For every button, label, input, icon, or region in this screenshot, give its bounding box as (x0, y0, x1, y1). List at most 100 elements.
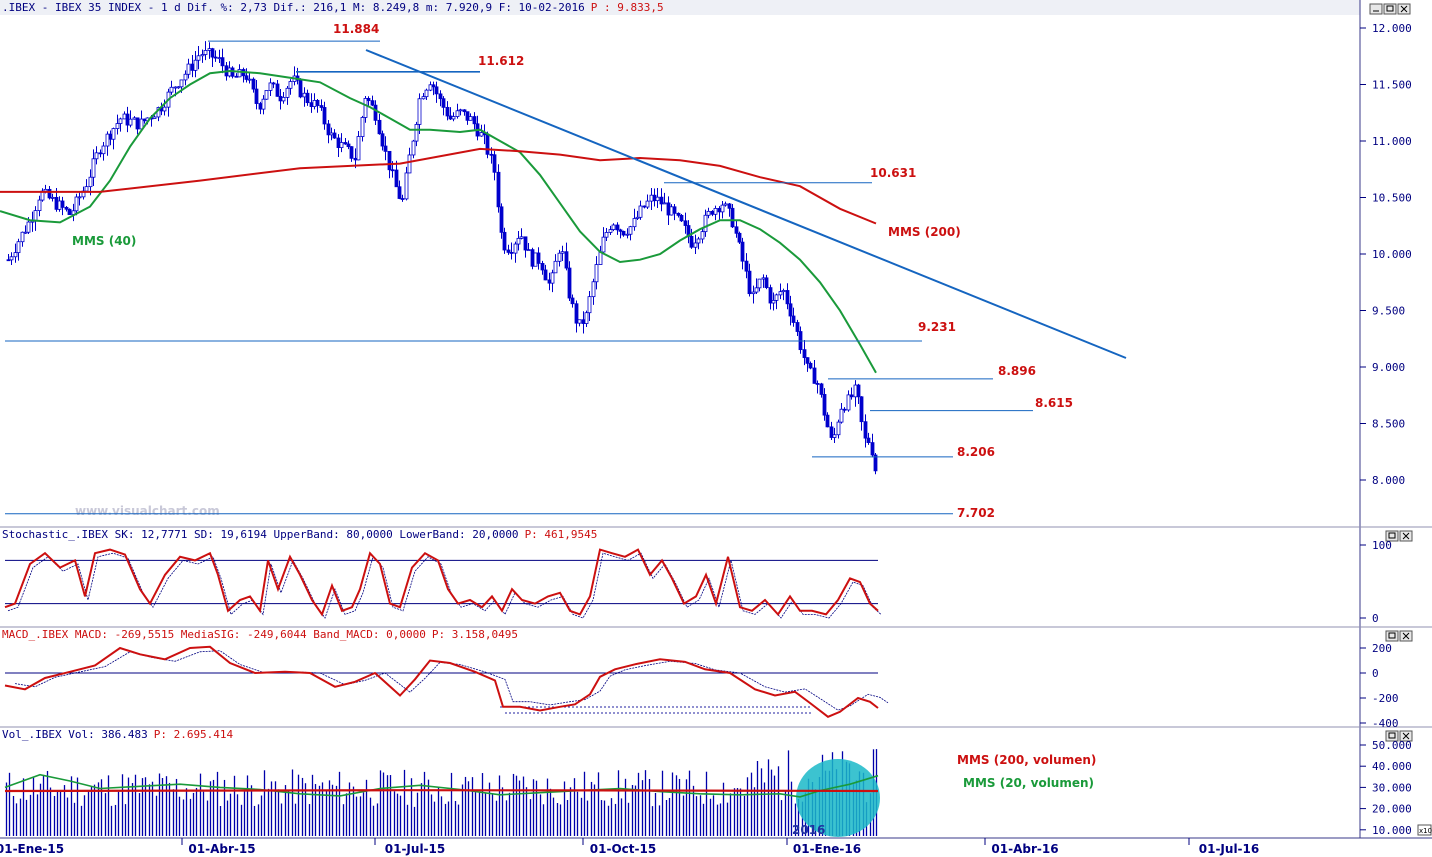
candle-body (196, 55, 201, 61)
candle-body (468, 116, 473, 121)
price-label: MMS (40) (72, 234, 136, 248)
candle-body (251, 78, 256, 90)
candle-body (822, 394, 827, 416)
candle-body (54, 196, 59, 210)
candle-body (829, 426, 834, 438)
candle-body (533, 252, 538, 267)
candle-body (710, 210, 715, 215)
candle-body (414, 124, 419, 142)
candle-body (581, 319, 586, 324)
candle-body (791, 315, 796, 323)
stoch-tick-label: 100 (1372, 539, 1392, 552)
candle-body (706, 210, 711, 216)
price-panel-controls[interactable] (1369, 3, 1411, 15)
macd-panel (4, 645, 889, 718)
candle-body (805, 357, 810, 364)
candle-body (730, 207, 735, 228)
price-label: 11.612 (478, 54, 524, 68)
candle-body (584, 312, 589, 324)
moving-averages (0, 69, 877, 374)
macd-tick-label: 200 (1372, 642, 1392, 655)
candle-body (207, 48, 212, 51)
candle-body (526, 249, 531, 252)
candle-body (666, 202, 671, 216)
candle-body (781, 290, 786, 293)
candle-body (672, 206, 677, 214)
candle-body (315, 100, 320, 106)
vol-tick-label: 10.000 (1372, 824, 1412, 837)
candle-body (662, 202, 667, 205)
price-tick-label: 11.000 (1372, 135, 1412, 148)
candle-body (302, 92, 307, 98)
candle-body (611, 224, 616, 230)
volume-label: 2016 (792, 823, 825, 837)
macd-panel-controls[interactable] (1385, 630, 1413, 642)
vol-panel-controls[interactable] (1385, 730, 1413, 742)
candle-body (700, 231, 705, 240)
candle-body (390, 169, 395, 172)
candle-body (377, 119, 382, 135)
watermark: www.visualchart.com (75, 504, 220, 518)
candle-body (713, 208, 718, 215)
vol-tick-label: 30.000 (1372, 781, 1412, 794)
candle-body (363, 98, 368, 118)
stoch-header-p: P: 461,9545 (525, 528, 598, 541)
macd-header-p: P: 3.158,0495 (432, 628, 518, 641)
candle-body (309, 102, 314, 107)
price-candles (6, 41, 878, 475)
candle-body (278, 95, 283, 102)
candle-body (587, 296, 592, 314)
candle-body (768, 287, 773, 304)
candle-body (237, 69, 242, 78)
candle-body (275, 83, 280, 97)
candle-body (740, 241, 745, 262)
candle-body (6, 259, 11, 262)
candle-body (200, 54, 205, 57)
stoch-panel-controls[interactable] (1385, 530, 1413, 542)
candle-body (870, 442, 875, 456)
candle-body (135, 117, 140, 130)
candle-body (849, 394, 854, 398)
candle-body (356, 136, 361, 161)
candle-body (60, 200, 65, 208)
candle-body (288, 81, 293, 89)
candle-body (540, 263, 545, 271)
candle-body (37, 199, 42, 212)
candle-body (723, 203, 728, 206)
svg-text:Stochastic_.IBEX SK: 12,7771 S: Stochastic_.IBEX SK: 12,7771 SD: 19,6194… (2, 528, 597, 541)
price-label: MMS (200) (888, 225, 961, 239)
candle-body (74, 196, 79, 212)
candle-body (98, 152, 103, 155)
volume-label: MMS (200, volumen) (957, 753, 1096, 767)
x-tick-label: 01-Jul-16 (1199, 842, 1259, 856)
candle-body (669, 206, 674, 216)
candle-body (193, 59, 198, 71)
candle-body (162, 106, 167, 112)
candle-body (23, 231, 28, 234)
candle-body (608, 229, 613, 233)
candle-body (84, 186, 89, 192)
price-label: 8.615 (1035, 396, 1073, 410)
x-tick-label: 01-Jul-15 (385, 842, 445, 856)
candle-body (305, 92, 310, 104)
candle-body (394, 169, 399, 188)
candle-body (9, 256, 14, 261)
candle-body (598, 251, 603, 265)
candle-body (727, 203, 732, 209)
candle-body (271, 82, 276, 85)
candle-body (407, 154, 412, 174)
candle-body (455, 110, 460, 117)
price-label: 11.884 (333, 22, 379, 36)
candle-body (380, 133, 385, 147)
candle-body (319, 105, 324, 108)
candle-body (509, 252, 514, 254)
candle-body (655, 196, 660, 202)
candle-body (696, 238, 701, 244)
candle-body (649, 194, 654, 202)
macd-line (4, 645, 879, 718)
price-header: .IBEX - IBEX 35 INDEX - 1 d Dif. %: 2,73… (2, 1, 585, 14)
candle-body (754, 287, 759, 293)
candle-body (771, 299, 776, 304)
candle-body (268, 82, 273, 91)
level-lines (5, 40, 1033, 714)
